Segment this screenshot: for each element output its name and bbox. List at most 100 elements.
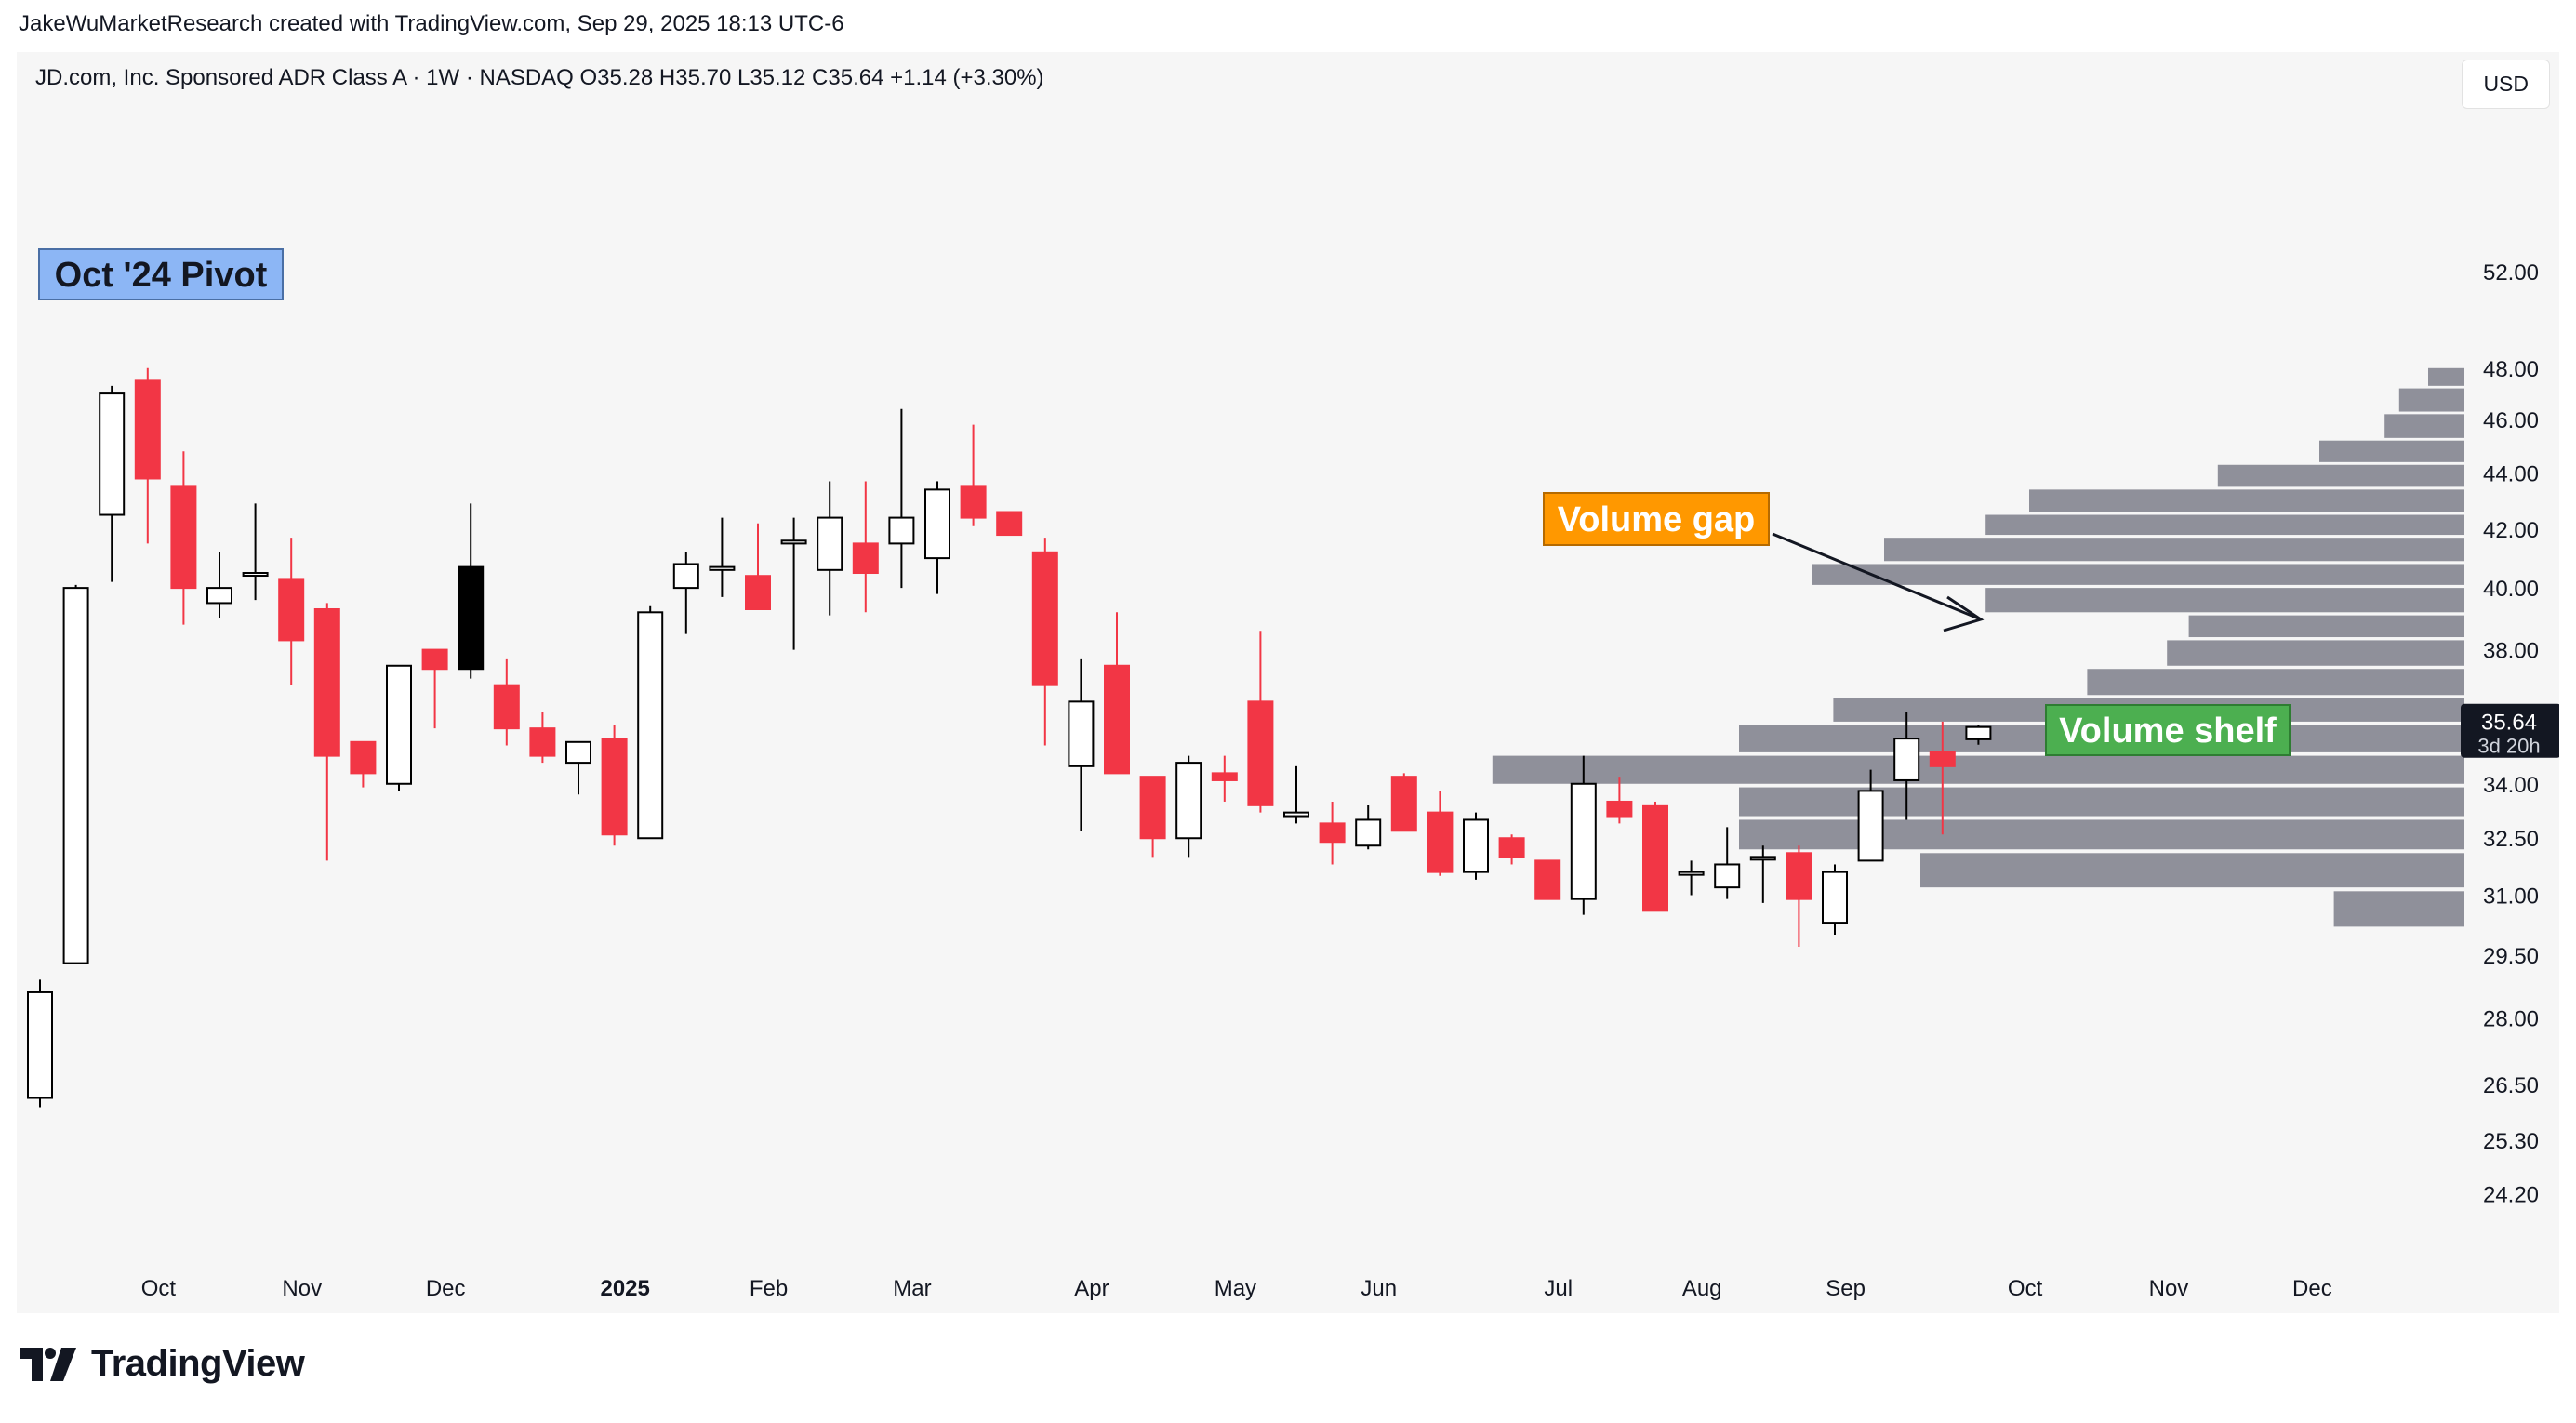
candle[interactable] xyxy=(458,503,485,679)
candle[interactable] xyxy=(1175,755,1202,858)
candle[interactable] xyxy=(1283,765,1309,824)
candle[interactable] xyxy=(1786,845,1812,948)
candle[interactable] xyxy=(996,511,1023,537)
candle[interactable] xyxy=(1247,631,1274,813)
candle[interactable] xyxy=(493,658,520,746)
candle[interactable] xyxy=(1857,769,1884,862)
candle[interactable] xyxy=(529,712,556,764)
price-axis-tick: 38.00 xyxy=(2483,639,2539,664)
price-axis-tick: 48.00 xyxy=(2483,357,2539,382)
candle[interactable] xyxy=(313,603,340,861)
price-axis-tick: 31.00 xyxy=(2483,884,2539,909)
candle-body xyxy=(1965,725,1992,740)
candle-body xyxy=(709,565,736,571)
candle[interactable] xyxy=(1104,612,1130,775)
last-price-value: 35.64 xyxy=(2481,711,2537,736)
candle-body xyxy=(134,379,161,480)
candle[interactable] xyxy=(565,740,591,795)
price-axis[interactable]: 52.0048.0046.0044.0042.0040.0038.0036.00… xyxy=(2461,260,2559,1207)
candle[interactable] xyxy=(1390,773,1417,832)
tradingview-logo[interactable]: TradingView xyxy=(20,1343,305,1385)
candle[interactable] xyxy=(637,605,664,840)
candle[interactable] xyxy=(852,481,879,613)
candle[interactable] xyxy=(1355,805,1382,850)
volume-profile-bar xyxy=(1884,538,2464,562)
candle[interactable] xyxy=(780,517,807,650)
candle-body xyxy=(1355,818,1382,847)
candle[interactable] xyxy=(1893,712,1920,820)
candle[interactable] xyxy=(99,385,126,582)
candle-body xyxy=(996,511,1023,537)
candle[interactable] xyxy=(1822,864,1848,935)
candle[interactable] xyxy=(1031,538,1058,746)
candle[interactable] xyxy=(672,552,699,634)
candle[interactable] xyxy=(62,584,89,964)
time-axis[interactable]: Oct Nov Dec 2025 Feb Mar Apr May Jun Jul Aug Sep Oct… xyxy=(141,1276,2332,1301)
candle[interactable] xyxy=(1068,658,1095,831)
candle[interactable] xyxy=(709,517,736,597)
candle[interactable] xyxy=(924,481,950,594)
candle[interactable] xyxy=(1211,755,1238,802)
candle[interactable] xyxy=(242,503,269,601)
candle[interactable] xyxy=(960,424,987,526)
candle-body xyxy=(1570,782,1597,900)
candle-body xyxy=(888,516,915,545)
candle-body xyxy=(493,684,520,730)
volume-profile-bar xyxy=(2029,489,2464,512)
volume-profile-bar xyxy=(1985,588,2464,613)
volume-profile-bar xyxy=(2333,891,2464,927)
candle[interactable] xyxy=(1929,721,1956,835)
price-axis-tick: 42.00 xyxy=(2483,518,2539,543)
candle-body xyxy=(62,587,89,964)
candle[interactable] xyxy=(1498,834,1525,865)
candle[interactable] xyxy=(1427,791,1454,876)
candle[interactable] xyxy=(278,538,305,685)
candle[interactable] xyxy=(1139,776,1166,858)
oct-24-pivot-label[interactable]: Oct '24 Pivot xyxy=(38,248,284,300)
candle[interactable] xyxy=(601,725,628,846)
candle-body xyxy=(1929,751,1956,767)
volume-profile-bar xyxy=(1739,787,2464,817)
candle[interactable] xyxy=(1678,860,1705,896)
candle[interactable] xyxy=(745,523,771,610)
volume-profile-bar xyxy=(1739,819,2464,850)
chart-panel[interactable]: JD.com, Inc. Sponsored ADR Class A · 1W … xyxy=(17,52,2559,1313)
time-axis-tick: May xyxy=(1215,1276,1256,1301)
volume-profile-bar xyxy=(2217,464,2464,487)
candle[interactable] xyxy=(27,979,53,1108)
candle[interactable] xyxy=(1714,827,1741,899)
volume-shelf-label-text: Volume shelf xyxy=(2059,712,2277,751)
currency-button[interactable]: USD xyxy=(2462,60,2550,109)
candle[interactable] xyxy=(350,740,377,788)
candle[interactable] xyxy=(1965,725,1992,745)
candle-body xyxy=(206,587,232,605)
candle[interactable] xyxy=(817,481,843,616)
candle[interactable] xyxy=(386,664,412,791)
time-axis-tick: Aug xyxy=(1682,1276,1722,1301)
candle[interactable] xyxy=(1319,801,1346,865)
candlestick-chart[interactable]: Oct '24 Pivot Volume gap Volume shelf 52.0… xyxy=(17,52,2559,1313)
candle[interactable] xyxy=(170,451,197,625)
price-axis-tick: 40.00 xyxy=(2483,577,2539,602)
time-axis-tick: Jun xyxy=(1361,1276,1397,1301)
candle[interactable] xyxy=(888,408,915,589)
volume-shelf-label[interactable]: Volume shelf xyxy=(2045,704,2291,756)
volume-profile-bar xyxy=(1985,514,2464,536)
candle[interactable] xyxy=(421,648,448,729)
time-axis-tick: Nov xyxy=(2149,1276,2189,1301)
candle-body xyxy=(1786,852,1812,900)
candle[interactable] xyxy=(1570,755,1597,915)
arrow-head xyxy=(1943,595,1985,632)
candle[interactable] xyxy=(1606,777,1633,824)
candle[interactable] xyxy=(1463,812,1489,880)
candle[interactable] xyxy=(134,367,161,544)
volume-profile-bar xyxy=(2167,640,2464,666)
arrow-shaft xyxy=(1772,532,1982,621)
candle[interactable] xyxy=(1749,845,1776,903)
tradingview-logo-icon xyxy=(20,1347,76,1381)
candle[interactable] xyxy=(1642,801,1668,912)
candle[interactable] xyxy=(206,552,232,618)
candle[interactable] xyxy=(1534,859,1561,900)
candle-body xyxy=(1031,551,1058,686)
volume-gap-label[interactable]: Volume gap xyxy=(1543,492,1770,546)
